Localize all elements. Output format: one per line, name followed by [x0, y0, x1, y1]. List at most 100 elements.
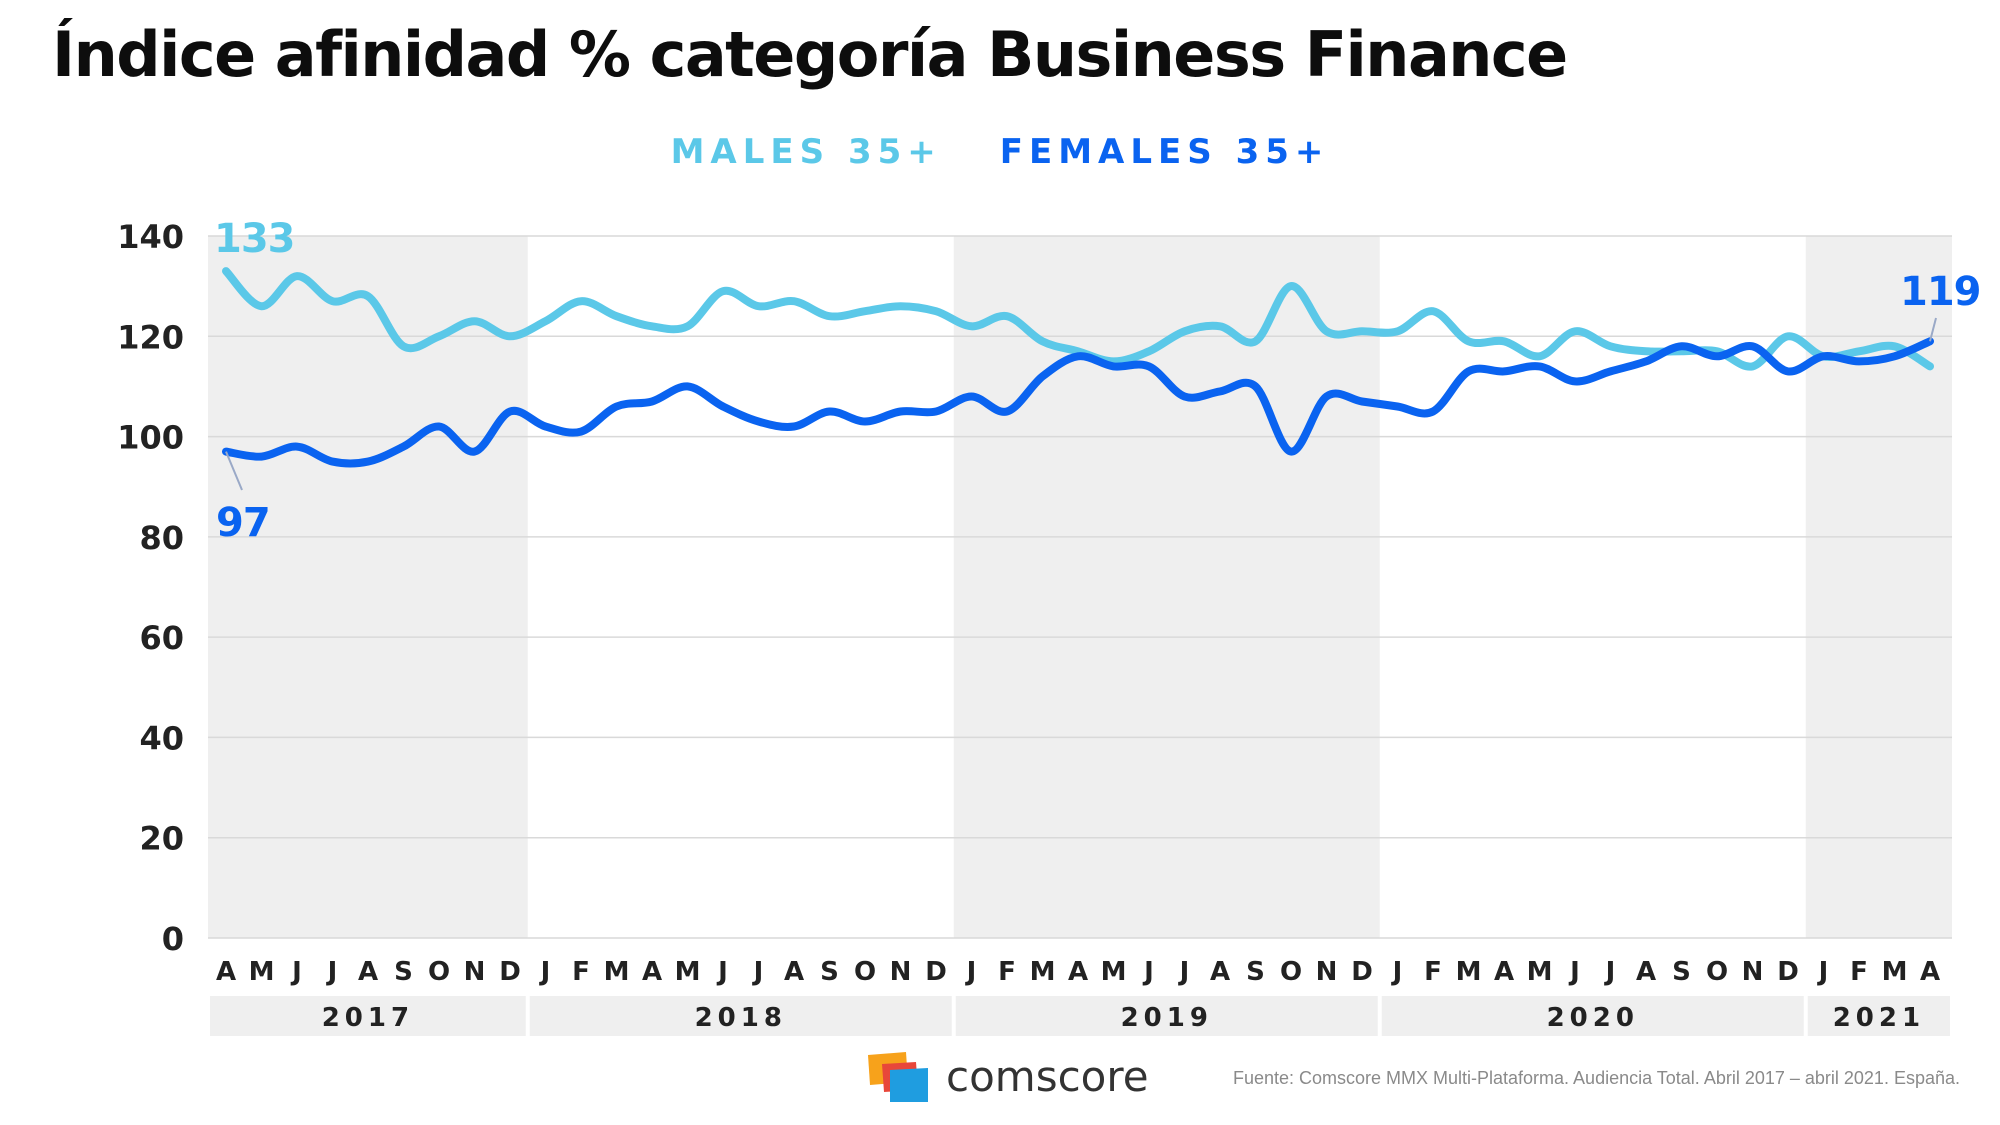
data-point-females-35 [1607, 367, 1615, 375]
data-point-males-35 [1181, 327, 1189, 335]
data-point-females-35 [293, 443, 301, 451]
data-point-males-35 [968, 322, 976, 330]
x-tick-label: M [675, 957, 701, 987]
data-point-females-35 [1252, 382, 1260, 390]
x-tick-label: J [539, 957, 551, 987]
data-point-males-35 [1216, 322, 1224, 330]
data-point-males-35 [364, 292, 372, 300]
data-point-males-35 [790, 297, 798, 305]
logo-text: comscore [946, 1052, 1149, 1101]
data-point-females-35 [329, 458, 337, 466]
data-point-males-35 [1642, 347, 1650, 355]
data-point-females-35 [1784, 367, 1792, 375]
x-tick-label: N [1316, 957, 1338, 987]
data-point-females-35 [1713, 352, 1721, 360]
x-tick-label: J [1142, 957, 1154, 987]
year-label-box-2020 [1381, 996, 1804, 1036]
y-tick-label: 0 [162, 920, 184, 958]
data-point-males-35 [932, 307, 940, 315]
data-point-females-35 [1500, 367, 1508, 375]
data-point-females-35 [826, 408, 834, 416]
x-tick-label: A [1494, 957, 1514, 987]
comscore-logo-icon [868, 1052, 928, 1102]
x-tick-label: A [1636, 957, 1656, 987]
data-point-females-35 [684, 382, 692, 390]
year-band-2019 [953, 236, 1380, 938]
data-point-males-35 [506, 332, 514, 340]
year-label-box-2019 [955, 996, 1378, 1036]
data-point-males-35 [258, 302, 266, 310]
data-point-males-35 [755, 302, 763, 310]
year-label: 2017 [322, 1003, 414, 1033]
data-point-females-35 [1465, 367, 1473, 375]
x-tick-label: M [604, 957, 630, 987]
x-tick-label: A [1920, 957, 1940, 987]
data-point-males-35 [648, 322, 656, 330]
year-label-box-2018 [529, 996, 952, 1036]
data-label-start-females: 97 [216, 500, 270, 546]
data-point-males-35 [1429, 307, 1437, 315]
x-tick-label: D [1351, 957, 1373, 987]
x-tick-label: J [965, 957, 977, 987]
x-tick-label: M [1527, 957, 1553, 987]
data-point-females-35 [1181, 392, 1189, 400]
data-point-males-35 [613, 312, 621, 320]
x-tick-label: J [290, 957, 302, 987]
data-point-males-35 [471, 317, 479, 325]
year-label: 2019 [1121, 1003, 1213, 1033]
data-point-males-35 [719, 287, 727, 295]
data-point-females-35 [1678, 342, 1686, 350]
leader-line [225, 451, 243, 491]
x-tick-label: A [642, 957, 662, 987]
y-tick-label: 20 [139, 820, 184, 858]
y-tick-label: 140 [117, 218, 184, 256]
data-point-females-35 [932, 408, 940, 416]
data-point-males-35 [293, 272, 301, 280]
data-point-males-35 [1145, 347, 1153, 355]
x-tick-label: D [1777, 957, 1799, 987]
data-point-males-35 [1039, 337, 1047, 345]
page-title: Índice afinidad % categoría Business Fin… [52, 18, 1568, 91]
data-point-males-35 [1323, 327, 1331, 335]
data-point-males-35 [1607, 342, 1615, 350]
x-tick-label: A [784, 957, 804, 987]
y-tick-label: 120 [117, 318, 184, 356]
data-point-males-35 [1394, 327, 1402, 335]
data-point-females-35 [1394, 402, 1402, 410]
data-point-females-35 [577, 428, 585, 436]
data-point-females-35 [1536, 362, 1544, 370]
year-label-box-2021 [1807, 996, 1950, 1036]
data-point-males-35 [329, 297, 337, 305]
x-tick-label: J [1817, 957, 1829, 987]
x-tick-label: M [1101, 957, 1127, 987]
legend-females: FEMALES 35+ [999, 132, 1330, 172]
y-tick-label: 80 [139, 519, 184, 557]
year-label: 2018 [695, 1003, 787, 1033]
data-point-males-35 [897, 302, 905, 310]
x-tick-label: J [752, 957, 764, 987]
data-point-females-35 [968, 392, 976, 400]
x-tick-label: J [716, 957, 728, 987]
data-point-males-35 [826, 312, 834, 320]
data-point-males-35 [1891, 342, 1899, 350]
data-point-males-35 [684, 322, 692, 330]
data-point-males-35 [1571, 327, 1579, 335]
data-point-females-35 [1429, 408, 1437, 416]
data-point-males-35 [1749, 362, 1757, 370]
x-tick-label: J [1178, 957, 1190, 987]
data-point-females-35 [648, 397, 656, 405]
data-point-females-35 [1110, 362, 1118, 370]
y-tick-label: 60 [139, 619, 184, 657]
data-point-females-35 [1323, 392, 1331, 400]
data-point-males-35 [1784, 332, 1792, 340]
data-point-males-35 [1855, 347, 1863, 355]
x-tick-label: J [1568, 957, 1580, 987]
x-tick-label: M [1030, 957, 1056, 987]
x-tick-label: O [854, 957, 876, 987]
year-band-2017 [208, 236, 528, 938]
data-point-females-35 [400, 443, 408, 451]
x-tick-label: O [1706, 957, 1728, 987]
x-tick-label: S [820, 957, 839, 987]
x-tick-label: F [1424, 957, 1442, 987]
data-point-females-35 [1145, 362, 1153, 370]
